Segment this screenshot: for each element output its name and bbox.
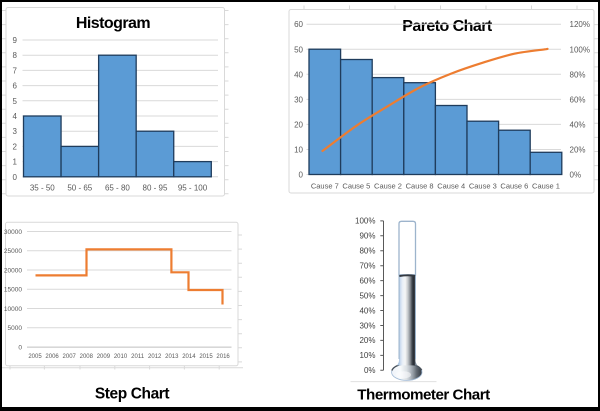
svg-text:10%: 10% <box>359 351 375 360</box>
svg-text:Cause 6: Cause 6 <box>500 182 528 191</box>
svg-text:20%: 20% <box>570 146 586 155</box>
svg-text:40: 40 <box>294 70 303 79</box>
svg-text:20: 20 <box>294 120 303 129</box>
svg-text:7: 7 <box>13 66 18 75</box>
svg-text:80%: 80% <box>570 70 586 79</box>
svg-text:Step Chart: Step Chart <box>95 386 170 403</box>
svg-text:50%: 50% <box>359 291 375 300</box>
svg-text:30: 30 <box>294 95 303 104</box>
svg-text:95 - 100: 95 - 100 <box>178 183 208 192</box>
svg-text:3: 3 <box>13 127 18 136</box>
svg-text:Cause 8: Cause 8 <box>406 182 434 191</box>
svg-text:15000: 15000 <box>4 287 22 294</box>
svg-text:40%: 40% <box>359 306 375 315</box>
svg-text:60%: 60% <box>570 95 586 104</box>
svg-text:100%: 100% <box>570 45 590 54</box>
svg-text:20000: 20000 <box>4 267 22 274</box>
svg-text:0: 0 <box>13 173 18 182</box>
svg-text:Cause 4: Cause 4 <box>437 182 465 191</box>
svg-text:2008: 2008 <box>80 354 94 360</box>
svg-text:30%: 30% <box>359 321 375 330</box>
svg-text:9: 9 <box>13 36 18 45</box>
svg-text:2009: 2009 <box>97 354 111 360</box>
svg-text:2007: 2007 <box>63 354 77 360</box>
svg-text:2014: 2014 <box>182 354 196 360</box>
svg-text:1: 1 <box>13 158 18 167</box>
svg-text:80%: 80% <box>359 247 375 256</box>
svg-text:5: 5 <box>13 97 18 106</box>
svg-text:2006: 2006 <box>45 354 59 360</box>
svg-text:Thermometer Chart: Thermometer Chart <box>357 387 490 404</box>
svg-text:2010: 2010 <box>114 354 128 360</box>
svg-text:120%: 120% <box>570 20 590 29</box>
svg-text:2: 2 <box>13 142 18 151</box>
svg-text:70%: 70% <box>359 262 375 271</box>
svg-text:Cause 2: Cause 2 <box>374 182 402 191</box>
svg-text:Cause 5: Cause 5 <box>342 182 370 191</box>
svg-text:5000: 5000 <box>8 325 23 332</box>
svg-text:80 - 95: 80 - 95 <box>143 183 168 192</box>
svg-text:2012: 2012 <box>148 354 162 360</box>
svg-text:60: 60 <box>294 20 303 29</box>
svg-text:65 - 80: 65 - 80 <box>105 183 130 192</box>
svg-text:100%: 100% <box>355 217 375 226</box>
svg-text:0: 0 <box>18 345 22 352</box>
svg-text:Cause 7: Cause 7 <box>311 182 339 191</box>
svg-text:50: 50 <box>294 45 303 54</box>
svg-text:35 - 50: 35 - 50 <box>30 183 55 192</box>
svg-text:90%: 90% <box>359 232 375 241</box>
svg-text:10: 10 <box>294 146 303 155</box>
svg-text:10000: 10000 <box>4 306 22 313</box>
svg-text:30000: 30000 <box>4 229 22 236</box>
svg-text:Cause 1: Cause 1 <box>532 182 560 191</box>
svg-text:2013: 2013 <box>165 354 179 360</box>
svg-text:Histogram: Histogram <box>76 15 150 32</box>
svg-text:20%: 20% <box>359 336 375 345</box>
svg-text:4: 4 <box>13 112 18 121</box>
svg-text:2015: 2015 <box>199 354 213 360</box>
svg-text:0%: 0% <box>570 171 582 180</box>
svg-text:0%: 0% <box>364 366 376 375</box>
svg-text:0: 0 <box>299 171 304 180</box>
svg-text:Pareto Chart: Pareto Chart <box>402 18 493 35</box>
svg-text:2011: 2011 <box>131 354 145 360</box>
svg-text:Cause 3: Cause 3 <box>469 182 497 191</box>
svg-text:50 - 65: 50 - 65 <box>67 183 92 192</box>
svg-text:8: 8 <box>13 51 18 60</box>
svg-text:2005: 2005 <box>28 354 42 360</box>
svg-text:6: 6 <box>13 82 18 91</box>
svg-text:40%: 40% <box>570 120 586 129</box>
svg-text:25000: 25000 <box>4 248 22 255</box>
svg-text:2016: 2016 <box>216 354 230 360</box>
svg-text:60%: 60% <box>359 276 375 285</box>
